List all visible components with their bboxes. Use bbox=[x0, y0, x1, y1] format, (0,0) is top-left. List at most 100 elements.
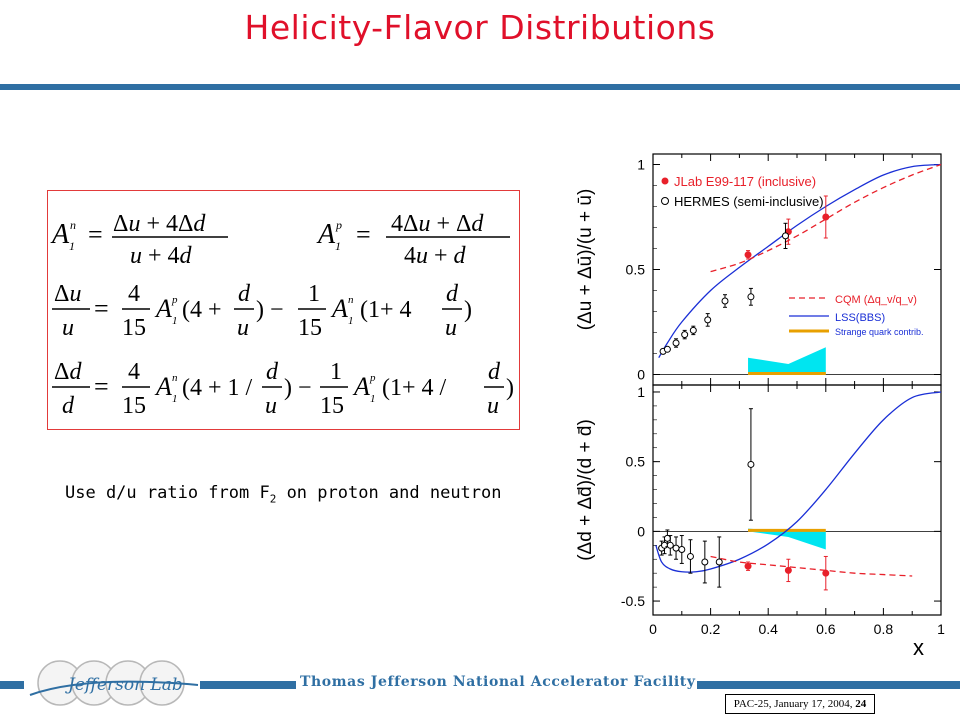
jefferson-lab-logo: Jefferson Lab bbox=[29, 660, 199, 706]
svg-text:n: n bbox=[348, 294, 354, 306]
svg-text:=: = bbox=[94, 372, 109, 401]
jlab-point bbox=[744, 251, 752, 259]
x-axis-label: x bbox=[913, 635, 924, 655]
plot-frame bbox=[652, 384, 942, 616]
svg-text:Δd: Δd bbox=[54, 359, 82, 385]
svg-text:n: n bbox=[172, 372, 178, 384]
panel-top: 0 0.5 1 (Δu + Δū)/(u + ū) JLab E99-117 (incl… bbox=[575, 153, 942, 386]
footer-divider-left bbox=[0, 681, 24, 689]
x-tick-label: 0.4 bbox=[758, 621, 778, 637]
svg-text:1: 1 bbox=[308, 281, 320, 307]
svg-text:(4 + 1 /: (4 + 1 / bbox=[182, 375, 253, 401]
svg-text:) −: ) − bbox=[284, 375, 312, 401]
svg-text:): ) bbox=[506, 375, 514, 401]
svg-text:A: A bbox=[154, 372, 172, 401]
y-tick-label: 1 bbox=[637, 157, 645, 173]
hermes-point bbox=[721, 297, 729, 305]
strange-quark-band bbox=[748, 528, 826, 550]
y-tick-label: 0 bbox=[637, 367, 645, 383]
svg-text:=: = bbox=[88, 220, 103, 249]
y-tick-label: 0 bbox=[637, 523, 645, 539]
hermes-point bbox=[672, 339, 680, 347]
svg-text:A: A bbox=[352, 372, 370, 401]
formula-drawing: A 1 n = Δu + 4Δd u + 4d A 1 p = 4Δu + Δd… bbox=[50, 211, 514, 419]
svg-text:d: d bbox=[238, 281, 251, 307]
y-tick-label: -0.5 bbox=[621, 593, 645, 609]
svg-text:(4 +: (4 + bbox=[182, 297, 222, 323]
note-main: Use d/u ratio from F bbox=[65, 483, 270, 503]
footer-date-box: PAC-25, January 17, 2004, 24 bbox=[725, 694, 875, 714]
footer-divider-right bbox=[697, 681, 960, 689]
legend-jlab-label: JLab E99-117 (inclusive) bbox=[674, 174, 816, 189]
svg-text:p: p bbox=[369, 372, 376, 384]
svg-text:=: = bbox=[356, 220, 371, 249]
formula-box: A 1 n = Δu + 4Δd u + 4d A 1 p = 4Δu + Δd… bbox=[47, 190, 520, 430]
lss-curve bbox=[655, 391, 942, 573]
y-tick-label: 0.5 bbox=[626, 262, 646, 278]
slide-title: Helicity-Flavor Distributions bbox=[244, 8, 716, 47]
svg-text:15: 15 bbox=[320, 393, 344, 419]
legend-hermes-marker bbox=[661, 197, 669, 205]
x-tick-label: 0 bbox=[649, 621, 657, 637]
hermes-point bbox=[704, 316, 712, 324]
hermes-point bbox=[747, 293, 755, 301]
svg-text:4: 4 bbox=[128, 359, 140, 385]
legend-jlab-marker bbox=[661, 177, 669, 185]
svg-text:=: = bbox=[94, 294, 109, 323]
svg-text:p: p bbox=[171, 294, 178, 306]
svg-text:u: u bbox=[62, 315, 74, 341]
legend-strange-label: Strange quark contrib. bbox=[835, 327, 924, 337]
svg-text:Δu: Δu bbox=[54, 281, 81, 307]
hermes-point bbox=[663, 345, 671, 353]
chart: 0 0.5 1 (Δu + Δū)/(u + ū) JLab E99-117 (incl… bbox=[575, 153, 945, 655]
x-tick-label: 0.8 bbox=[874, 621, 894, 637]
legend-top-left: JLab E99-117 (inclusive) HERMES (semi-inc… bbox=[661, 174, 824, 209]
svg-text:15: 15 bbox=[122, 315, 146, 341]
svg-text:u + 4d: u + 4d bbox=[130, 243, 193, 269]
svg-text:15: 15 bbox=[122, 393, 146, 419]
cqm-curve bbox=[710, 555, 913, 577]
svg-text:4: 4 bbox=[128, 281, 140, 307]
top-divider bbox=[0, 84, 960, 90]
svg-text:1: 1 bbox=[330, 359, 342, 385]
svg-text:A: A bbox=[50, 219, 70, 250]
svg-text:d: d bbox=[446, 281, 459, 307]
svg-text:): ) bbox=[464, 297, 472, 323]
svg-text:Δu + 4Δd: Δu + 4Δd bbox=[113, 211, 206, 237]
legend-lss-label: LSS(BBS) bbox=[835, 312, 885, 324]
svg-text:u: u bbox=[265, 393, 277, 419]
svg-text:u: u bbox=[237, 315, 249, 341]
svg-text:p: p bbox=[335, 218, 342, 232]
svg-text:u: u bbox=[445, 315, 457, 341]
note-tail: on proton and neutron bbox=[276, 483, 502, 503]
hermes-point bbox=[661, 541, 669, 549]
svg-text:1: 1 bbox=[370, 393, 376, 405]
hermes-point bbox=[715, 558, 723, 566]
svg-text:A: A bbox=[330, 294, 348, 323]
legend-bottom-right: CQM (Δq_v/q_v) LSS(BBS) Strange quark cont… bbox=[789, 294, 924, 337]
x-tick-label: 0.6 bbox=[816, 621, 836, 637]
jlab-point bbox=[822, 569, 830, 577]
hermes-point bbox=[663, 534, 671, 542]
note-text: Use d/u ratio from F2 on proton and neut… bbox=[65, 483, 502, 505]
hermes-point bbox=[747, 460, 755, 468]
cqm-curve bbox=[710, 163, 942, 273]
hermes-point bbox=[686, 552, 694, 560]
y-axis-label: (Δu + Δū)/(u + ū) bbox=[575, 189, 596, 331]
equation-dd-over-d: Δd d = 4 15 A 1 n (4 + 1 / d u ) − 1 15 … bbox=[52, 359, 514, 419]
legend-hermes-label: HERMES (semi-inclusive) bbox=[674, 194, 824, 209]
y-tick-label: 0.5 bbox=[626, 454, 646, 470]
svg-text:1: 1 bbox=[69, 239, 75, 253]
footer-date: PAC-25, January 17, 2004, bbox=[733, 698, 856, 710]
svg-text:15: 15 bbox=[298, 315, 322, 341]
hermes-point bbox=[672, 544, 680, 552]
hermes-point bbox=[701, 558, 709, 566]
svg-text:A: A bbox=[154, 294, 172, 323]
svg-text:1: 1 bbox=[172, 393, 178, 405]
jlab-point bbox=[822, 213, 830, 221]
svg-text:n: n bbox=[70, 218, 76, 232]
equation-a1n: A 1 n = Δu + 4Δd u + 4d bbox=[50, 211, 228, 269]
svg-text:d: d bbox=[62, 393, 75, 419]
svg-text:1: 1 bbox=[335, 239, 341, 253]
panel-bottom: -0.500.51(Δd + Δd̄)/(d + d̄)0 0.2 0.4 0.6 0.… bbox=[575, 384, 945, 655]
